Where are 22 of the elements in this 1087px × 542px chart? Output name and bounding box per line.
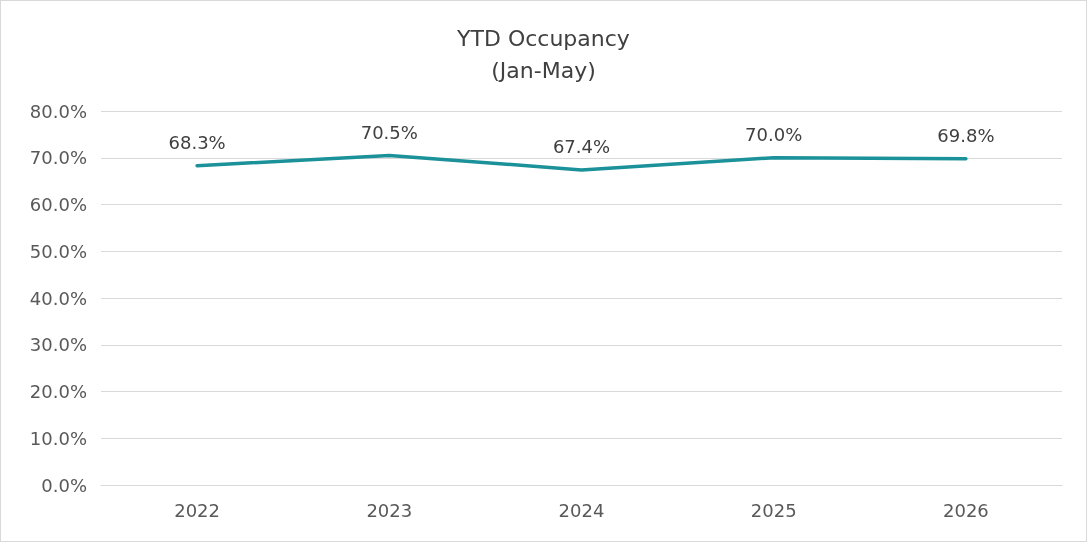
y-tick-label: 60.0%	[29, 194, 87, 215]
x-tick-label: 2025	[750, 499, 797, 521]
x-tick-label: 2023	[366, 499, 413, 521]
line-series	[195, 153, 968, 172]
x-tick-label: 2026	[942, 499, 989, 521]
y-tick-label: 70.0%	[29, 147, 87, 169]
y-tick-label: 80.0%	[29, 100, 87, 122]
data-label: 70.5%	[360, 121, 418, 143]
data-label: 68.3%	[168, 132, 226, 154]
chart-title: YTD Occupancy	[456, 25, 630, 51]
y-tick-label: 50.0%	[29, 240, 87, 262]
y-tick-label: 40.0%	[29, 287, 87, 309]
chart-subtitle: (Jan-May)	[491, 57, 596, 83]
data-label: 67.4%	[552, 136, 611, 158]
data-label: 70.0%	[745, 124, 803, 146]
y-tick-label: 20.0%	[29, 381, 87, 402]
x-tick-label: 2024	[558, 499, 605, 521]
y-tick-label: 30.0%	[29, 334, 87, 356]
y-tick-label: 10.0%	[29, 427, 87, 449]
y-tick-label: 0.0%	[41, 474, 87, 496]
data-label: 69.8%	[937, 125, 995, 147]
x-tick-label: 2022	[174, 499, 221, 521]
